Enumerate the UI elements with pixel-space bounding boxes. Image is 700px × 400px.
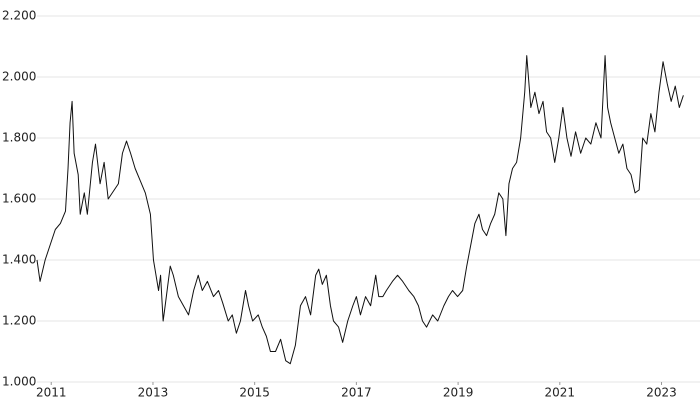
y-tick-label: 2.000 <box>2 70 36 84</box>
x-tick-label: 2017 <box>341 386 372 400</box>
line <box>36 55 684 365</box>
y-tick-label: 1.400 <box>2 253 36 267</box>
y-tick-label: 1.000 <box>2 375 36 389</box>
x-tick-label: 2015 <box>239 386 270 400</box>
x-tick-label: 2021 <box>545 386 576 400</box>
x-tick-label: 2019 <box>443 386 474 400</box>
y-tick-label: 1.200 <box>2 314 36 328</box>
y-tick-label: 1.600 <box>2 192 36 206</box>
y-tick-label: 2.200 <box>2 9 36 23</box>
x-tick-label: 2023 <box>646 386 677 400</box>
x-tick-label: 2013 <box>138 386 169 400</box>
x-tick-label: 2011 <box>36 386 67 400</box>
y-tick-label: 1.800 <box>2 131 36 145</box>
